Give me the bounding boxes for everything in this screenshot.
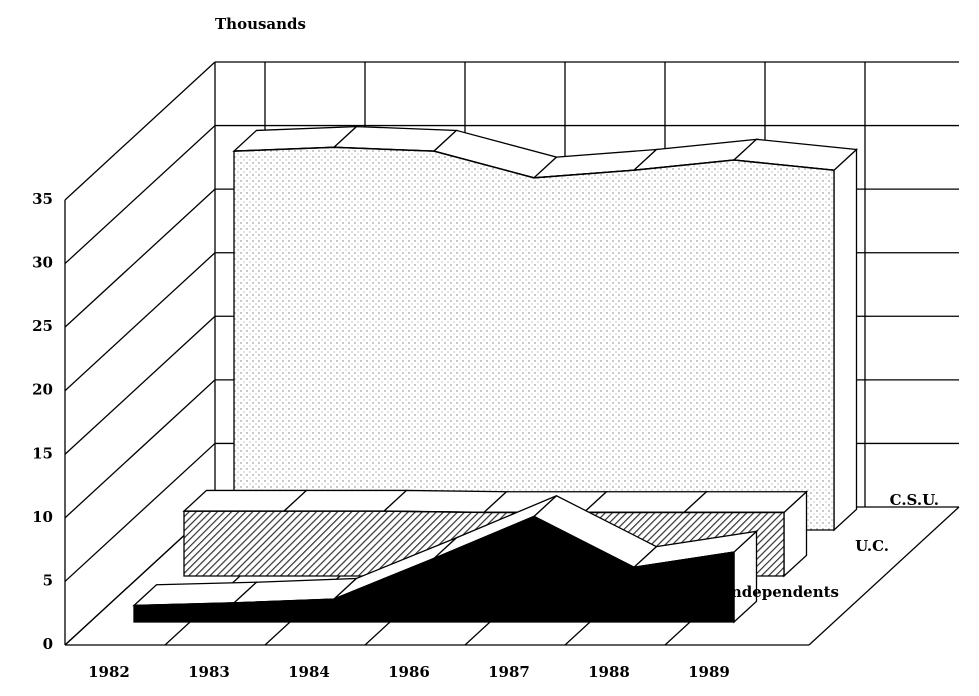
y-axis-label: Thousands (215, 15, 306, 33)
x-tick-label: 1984 (288, 663, 330, 681)
grid-line (64, 61, 216, 201)
y-tick-label: 5 (43, 571, 53, 589)
x-tick-label: 1982 (88, 663, 130, 681)
y-tick-label: 35 (32, 190, 53, 208)
x-tick-label: 1987 (488, 663, 530, 681)
y-tick-label: 10 (32, 508, 53, 526)
x-tick-label: 1988 (588, 663, 630, 681)
y-tick-label: 25 (32, 317, 53, 335)
series-line (133, 515, 735, 607)
axis (808, 506, 960, 646)
grid-line (64, 125, 216, 265)
grid-line (64, 379, 216, 519)
x-tick-label: 1989 (688, 663, 730, 681)
series-top (682, 491, 809, 514)
series-line (184, 510, 784, 514)
x-tick-label: 1986 (388, 663, 430, 681)
y-tick-label: 30 (32, 254, 53, 272)
y-tick-label: 15 (32, 444, 53, 462)
series-label: C.S.U. (890, 491, 939, 509)
grid-line (64, 252, 216, 392)
grid-line (64, 188, 216, 328)
series-side (833, 148, 858, 532)
y-tick-label: 0 (43, 635, 53, 653)
y-tick-label: 20 (32, 381, 53, 399)
series-area (233, 146, 835, 531)
series-line (233, 146, 835, 179)
series-label: Independents (724, 583, 839, 601)
x-tick-label: 1983 (188, 663, 230, 681)
series-label: U.C. (855, 537, 889, 555)
grid-line (64, 315, 216, 455)
grid-line (64, 442, 216, 582)
